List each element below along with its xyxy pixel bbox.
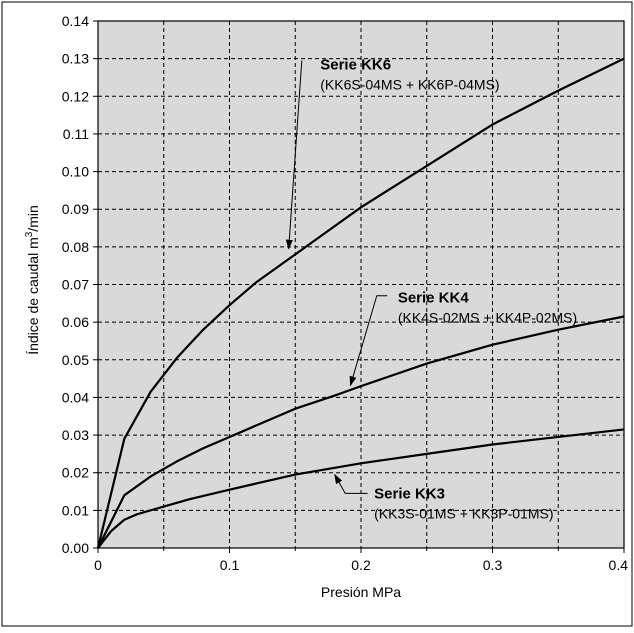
y-axis-label: Índice de caudal m3/min xyxy=(24,205,41,355)
x-tick-label-1: 0.1 xyxy=(220,557,240,573)
y-tick-label-5: 0.05 xyxy=(62,352,89,368)
annotation-arrow-0 xyxy=(285,60,303,250)
y-tick-label-8: 0.08 xyxy=(62,239,89,255)
y-tick-label-11: 0.11 xyxy=(63,126,89,142)
series-model-label-0: (KK6S-04MS + KK6P-04MS) xyxy=(320,76,499,92)
y-tick-label-9: 0.09 xyxy=(62,201,89,217)
y-tick-label-14: 0.14 xyxy=(62,13,89,29)
series-line-0 xyxy=(96,57,625,549)
series-label-1: Serie KK4 xyxy=(398,290,470,307)
y-tick-label-2: 0.02 xyxy=(62,465,89,481)
y-tick-label-10: 0.10 xyxy=(62,164,89,180)
y-tick-label-1: 0.01 xyxy=(62,502,89,518)
series-line-2 xyxy=(97,428,625,549)
y-tick-label-3: 0.03 xyxy=(62,427,89,443)
series-model-label-1: (KK4S-02MS + KK4P-02MS) xyxy=(398,310,577,326)
x-tick-label-3: 0.3 xyxy=(483,557,503,573)
annotation-arrow-1 xyxy=(349,295,388,387)
x-axis-label: Presión MPa xyxy=(321,584,401,600)
y-tick-label-7: 0.07 xyxy=(62,277,89,293)
y-tick-label-0: 0.00 xyxy=(62,540,89,556)
x-tick-label-0: 0 xyxy=(94,557,102,573)
y-axis-label-prefix: Índice de caudal m xyxy=(25,237,41,355)
series-label-0: Serie KK6 xyxy=(320,56,391,73)
x-tick-label-4: 0.4 xyxy=(609,557,629,573)
y-tick-label-6: 0.06 xyxy=(62,314,89,330)
y-tick-label-13: 0.13 xyxy=(62,51,89,67)
annotation-arrow-2 xyxy=(334,473,368,494)
y-tick-label-12: 0.12 xyxy=(62,88,89,104)
y-tick-label-4: 0.04 xyxy=(62,389,89,405)
series-line-1 xyxy=(97,315,625,549)
x-tick-label-2: 0.2 xyxy=(351,557,371,573)
y-axis-label-suffix: /min xyxy=(25,205,41,231)
series-model-label-2: (KK3S-01MS + KK3P-01MS) xyxy=(374,505,553,521)
series-label-2: Serie KK3 xyxy=(374,485,445,502)
y-axis-label-superscript: 3 xyxy=(24,231,35,237)
